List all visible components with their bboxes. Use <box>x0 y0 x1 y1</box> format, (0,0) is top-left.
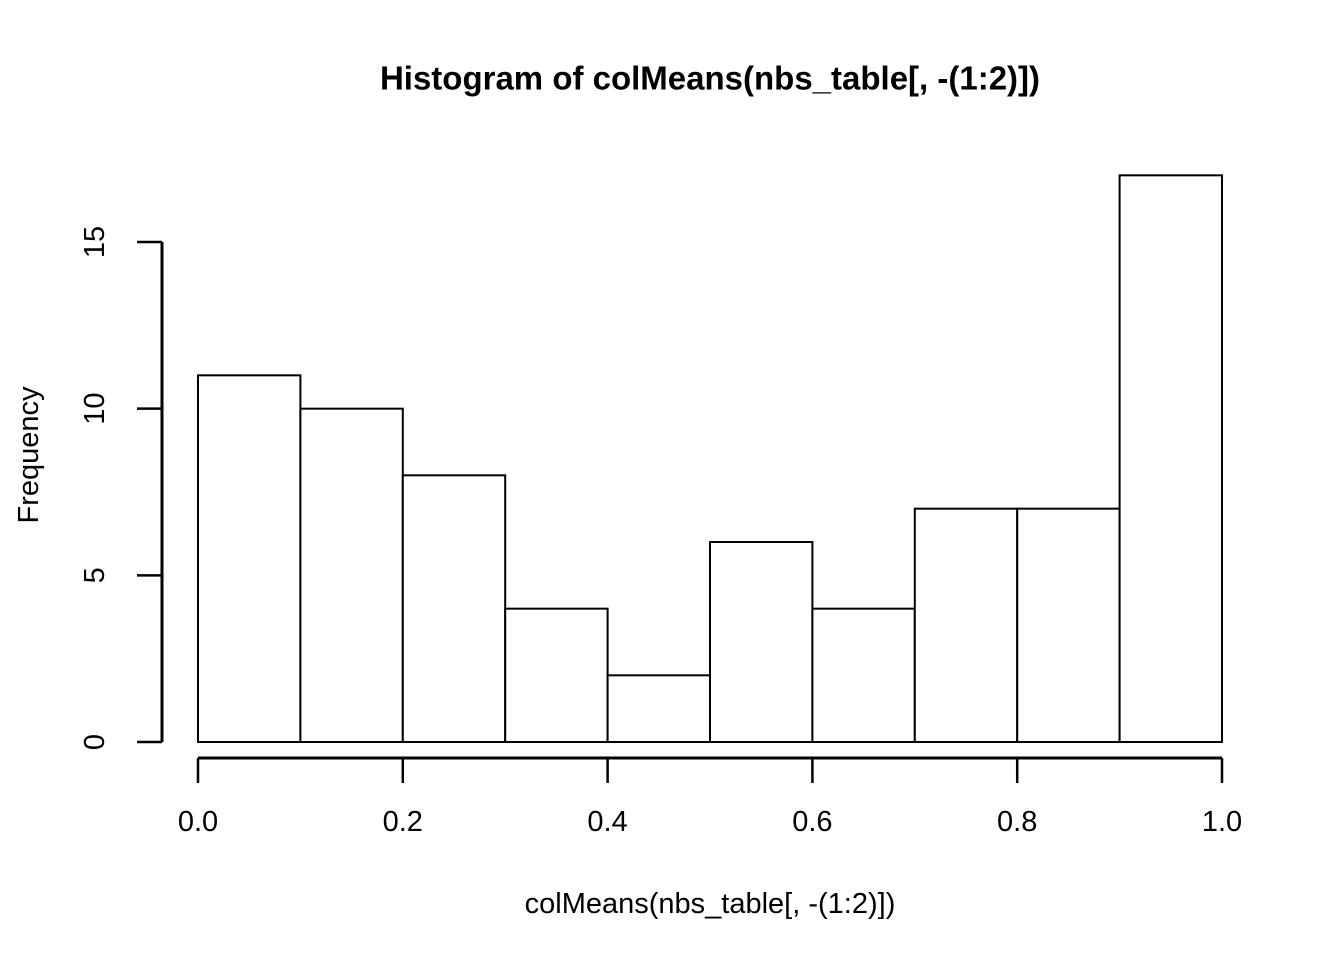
y-axis: 0 5 10 15 <box>79 226 164 750</box>
histogram-bar <box>606 674 711 743</box>
bars-group <box>197 174 1223 744</box>
x-tick-label: 1.0 <box>1202 806 1242 838</box>
x-axis: 0.0 0.2 0.4 0.6 0.8 1.0 <box>178 756 1242 838</box>
histogram-bar <box>1118 174 1223 744</box>
y-tick-label: 10 <box>79 393 111 425</box>
y-axis-label: Frequency <box>13 386 45 524</box>
chart-title: Histogram of colMeans(nbs_table[, -(1:2)… <box>380 60 1040 97</box>
x-tick-label: 0.2 <box>383 806 423 838</box>
histogram-bar <box>504 607 609 744</box>
histogram-bar <box>197 374 302 743</box>
y-tick-label: 5 <box>79 567 111 583</box>
y-tick-label: 0 <box>79 734 111 750</box>
x-tick-label: 0.6 <box>792 806 832 838</box>
x-axis-label: colMeans(nbs_table[, -(1:2)]) <box>525 888 896 920</box>
x-tick-label: 0.0 <box>178 806 218 838</box>
histogram-bar <box>913 507 1019 743</box>
histogram-bar <box>709 541 814 743</box>
histogram-bar <box>299 407 404 743</box>
x-tick-label: 0.4 <box>587 806 627 838</box>
histogram-bar <box>401 474 507 743</box>
histogram-bar <box>1016 507 1121 743</box>
x-tick-label: 0.8 <box>997 806 1037 838</box>
y-tick-label: 15 <box>79 226 111 258</box>
histogram-bar <box>811 607 916 744</box>
